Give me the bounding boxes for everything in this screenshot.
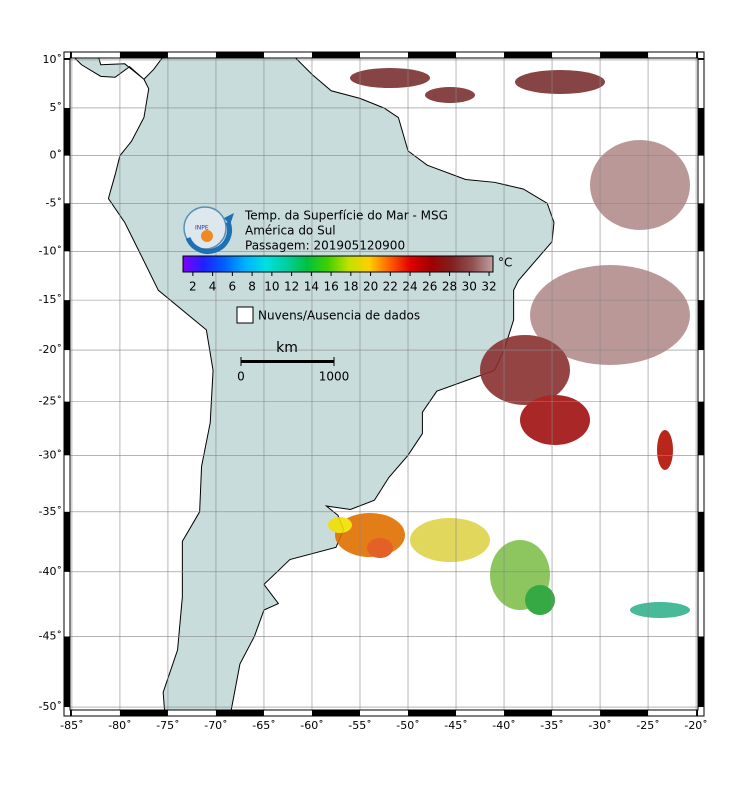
frame-stripe [504,710,553,716]
lon-tick-label: -65˚ [252,719,275,732]
lon-tick-label: -60˚ [300,719,323,732]
frame-stripe [698,636,704,708]
frame-stripe [698,107,704,156]
lat-tick-label: -15˚ [39,293,62,306]
frame-stripe [70,710,72,716]
lat-tick-label: 10˚ [43,53,63,66]
lon-tick-label: -50˚ [396,719,419,732]
legend-label: Nuvens/Ausencia de dados [258,309,420,323]
frame-stripe [408,710,457,716]
lon-tick-label: -35˚ [540,719,563,732]
lon-tick-label: -25˚ [636,719,659,732]
frame-stripe [696,710,698,716]
lat-tick-label: -10˚ [39,244,62,257]
frame-stripe [119,710,168,716]
lat-tick-label: -20˚ [39,343,62,356]
frame-stripe [64,300,70,351]
lat-tick-label: -5˚ [46,196,62,209]
colorbar-tick-label: 20 [363,280,378,294]
frame [63,51,705,717]
colorbar-tick-label: 26 [422,280,437,294]
frame-outline [63,51,705,717]
colorbar-unit: °C [498,256,512,270]
frame-stripe [600,710,649,716]
lat-tick-label: -25˚ [39,395,62,408]
lat-tick-label: -45˚ [39,629,62,642]
colorbar-tick-label: 32 [481,280,496,294]
frame-stripe [696,52,698,58]
frame-stripe [64,203,70,252]
frame-stripe [698,401,704,456]
frame-stripe [64,401,70,456]
lat-tick-label: -40˚ [39,565,62,578]
grid [70,58,698,710]
colorbar-ticks: 2 4 6 8 10 12 14 16 18 20 22 24 26 28 30 32 [189,272,497,294]
legend-swatch [236,306,254,324]
frame-stripe [119,52,168,58]
logo-text: INPE [195,225,209,232]
colorbar-tick-label: 24 [402,280,417,294]
colorbar-tick-label: 30 [462,280,477,294]
colorbar [182,255,494,273]
colorbar-tick-label: 8 [248,280,256,294]
lat-tick-label: 0˚ [50,149,63,162]
lat-tick-label: -35˚ [39,505,62,518]
lon-tick-label: -80˚ [108,719,131,732]
lon-tick-label: -45˚ [444,719,467,732]
colorbar-tick-label: 22 [383,280,398,294]
frame-stripe [311,710,360,716]
lon-tick-label: -85˚ [60,719,83,732]
frame-stripe [600,52,649,58]
lon-tick-label: -40˚ [492,719,515,732]
sst-patches [328,68,690,618]
frame-stripe [64,58,70,60]
scale-label: 0 [237,370,245,384]
frame-stripe [504,52,553,58]
ticks: -85˚ -80˚ -75˚ -70˚ -65˚ -60˚ -55˚ -50˚ -45˚ -40˚… [39,53,708,732]
lon-tick-label: -20˚ [684,719,707,732]
logo: INPE [183,206,234,255]
colorbar-tick-label: 10 [264,280,279,294]
frame-stripe [408,52,457,58]
title-line: Temp. da Superfície do Mar - MSG [244,209,448,223]
lat-tick-label: -30˚ [39,448,62,461]
colorbar-tick-label: 16 [323,280,338,294]
scale-bar-segment [241,360,334,363]
title-line: América do Sul [245,224,336,238]
frame-stripe [698,203,704,252]
colorbar-tick-label: 12 [284,280,299,294]
scale-unit: km [276,340,298,356]
frame-stripe [70,52,72,58]
title-line: Passagem: 201905120900 [245,239,405,253]
lon-tick-label: -30˚ [588,719,611,732]
frame-stripe [64,107,70,156]
frame-stripe [215,52,264,58]
frame-stripe [698,300,704,351]
frame-stripe [215,710,264,716]
colorbar-tick-label: 28 [442,280,457,294]
scale-label: 1000 [319,370,350,384]
colorbar-tick-label: 2 [189,280,197,294]
lat-tick-label: 5˚ [50,101,63,114]
frame-stripe [698,511,704,572]
lat-tick-label: -50˚ [39,700,62,713]
colorbar-tick-label: 6 [229,280,237,294]
colorbar-tick-label: 18 [343,280,358,294]
frame-stripe [311,52,360,58]
lon-tick-label: -70˚ [204,719,227,732]
map-area [70,58,698,710]
frame-stripe [64,511,70,572]
frame-stripe [698,58,704,60]
colorbar-tick-label: 4 [209,280,217,294]
lon-tick-label: -75˚ [156,719,179,732]
frame-stripe [64,636,70,708]
frame-border [69,57,699,711]
scale-bar: 0 1000 [237,357,349,384]
lon-tick-label: -55˚ [348,719,371,732]
colorbar-tick-label: 14 [304,280,319,294]
